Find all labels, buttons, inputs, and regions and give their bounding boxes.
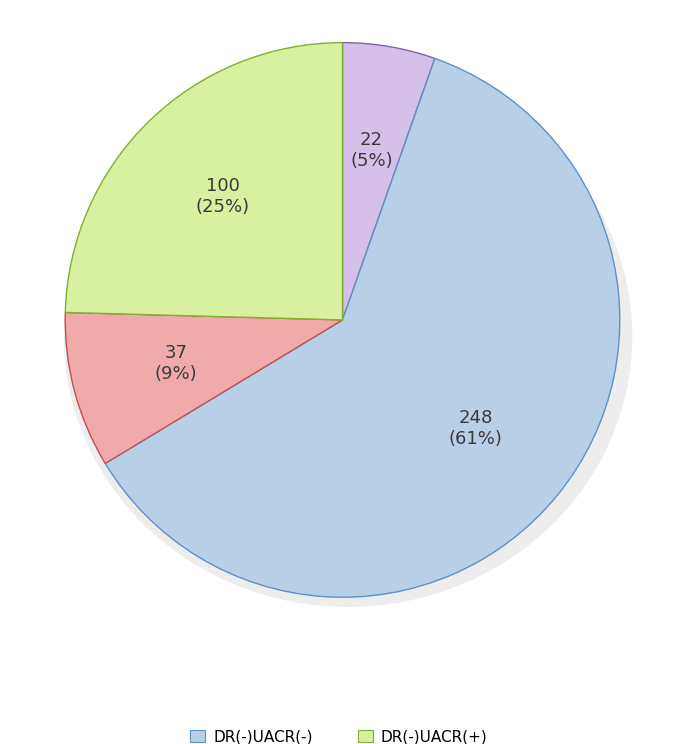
- Text: 37
(9%): 37 (9%): [155, 344, 197, 383]
- Wedge shape: [342, 42, 435, 320]
- Legend: DR(-)UACR(-), DR(+)UACR(-), DR(-)UACR(+), DR(+)UACR(+): DR(-)UACR(-), DR(+)UACR(-), DR(-)UACR(+)…: [184, 723, 501, 744]
- Wedge shape: [65, 312, 342, 464]
- Text: 100
(25%): 100 (25%): [195, 177, 249, 216]
- Text: 22
(5%): 22 (5%): [350, 131, 393, 170]
- Ellipse shape: [64, 66, 632, 607]
- Wedge shape: [65, 42, 342, 320]
- Text: 248
(61%): 248 (61%): [449, 409, 503, 448]
- Wedge shape: [105, 59, 620, 597]
